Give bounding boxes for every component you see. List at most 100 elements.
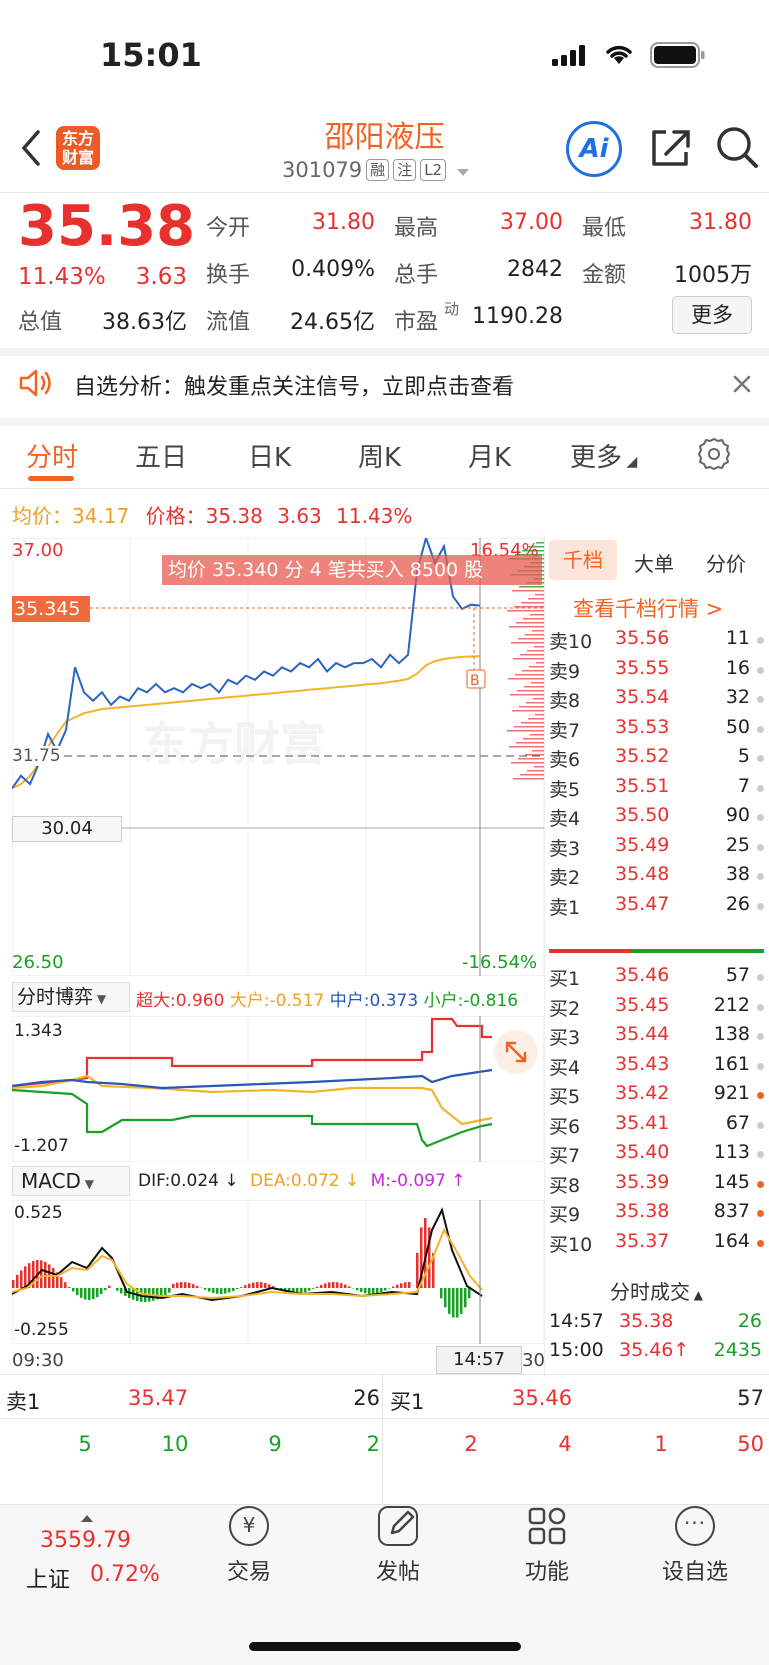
- capital-flow-selector[interactable]: 分时博弈 ▼: [12, 982, 130, 1012]
- macd-bar: [460, 1288, 463, 1314]
- ask-row[interactable]: 卖6 35.52 5: [549, 745, 764, 776]
- small-value: -0.816: [463, 991, 519, 1011]
- alert-text[interactable]: 自选分析：触发重点关注信号，立即点击查看: [74, 375, 515, 400]
- view-level-link[interactable]: 查看千档行情 >: [573, 597, 724, 621]
- bid-row[interactable]: 买1 35.46 57: [549, 964, 764, 995]
- ask-label: 卖1: [549, 896, 581, 919]
- volume-label: 总手: [394, 263, 439, 288]
- intraday-chart[interactable]: 东方财富 B: [12, 538, 544, 976]
- ai-button[interactable]: Ai: [566, 121, 622, 177]
- buy-marker[interactable]: [466, 669, 486, 689]
- tab-monthly-k[interactable]: 月K: [468, 443, 512, 473]
- ask-row[interactable]: 卖3 35.49 25: [549, 834, 764, 865]
- more-button[interactable]: 更多: [672, 296, 752, 334]
- macd-bar: [336, 1282, 339, 1288]
- stock-code-line[interactable]: 301079 融 注 L2: [282, 158, 470, 182]
- bid-row[interactable]: 买4 35.43 161: [549, 1053, 764, 1084]
- flow-y-max: 1.343: [14, 1021, 63, 1041]
- depth-bar: [530, 614, 544, 616]
- back-icon[interactable]: [18, 128, 42, 172]
- depth-bar: [535, 714, 544, 716]
- bid-split-value: 50: [737, 1432, 764, 1456]
- summary-change: 3.63: [277, 504, 322, 528]
- bid-row[interactable]: 买7 35.40 113: [549, 1141, 764, 1172]
- macd-bar: [100, 1288, 103, 1295]
- ask-row[interactable]: 卖8 35.54 32: [549, 686, 764, 717]
- bid-row[interactable]: 买6 35.41 67: [549, 1112, 764, 1143]
- depth-bar: [530, 734, 544, 736]
- depth-bar: [509, 626, 544, 628]
- ask-row[interactable]: 卖7 35.53 50: [549, 716, 764, 747]
- ticks-header[interactable]: 分时成交 ▲: [549, 1278, 764, 1306]
- bid-row[interactable]: 买3 35.44 138: [549, 1023, 764, 1054]
- nav-function[interactable]: 功能: [487, 1506, 607, 1586]
- stock-name[interactable]: 邵阳液压: [324, 120, 445, 155]
- bid-row[interactable]: 买5 35.42 921: [549, 1082, 764, 1113]
- depth-bar: [519, 586, 544, 588]
- macd-chart[interactable]: [12, 1200, 544, 1344]
- tab-daily-k[interactable]: 日K: [248, 443, 292, 473]
- macd-bar: [52, 1268, 55, 1288]
- macd-m: M:-0.097 ↑: [370, 1171, 466, 1191]
- tab-intraday[interactable]: 分时: [26, 443, 79, 473]
- ask-indicator-dot: [757, 902, 764, 910]
- bid-indicator-dot: [757, 1092, 764, 1099]
- tab-thousand-level[interactable]: 千档: [549, 540, 617, 580]
- capital-flow-legend: 超大:0.960 大户:-0.517 中户:0.373 小户:-0.816: [136, 986, 518, 1011]
- ask-volume: 90: [725, 804, 750, 826]
- macd-selector[interactable]: MACD ▼: [12, 1166, 130, 1196]
- ask-row[interactable]: 卖2 35.48 38: [549, 863, 764, 894]
- macd-selector-label: MACD: [21, 1169, 81, 1193]
- index-name: 上证: [26, 1568, 71, 1593]
- settings-icon[interactable]: [697, 437, 731, 475]
- ask-indicator-dot: [757, 843, 764, 851]
- speaker-icon: [18, 368, 54, 402]
- pe-value: 1190.28: [472, 304, 563, 329]
- tag-registered: 注: [393, 159, 417, 181]
- ask-row[interactable]: 卖10 35.56 11: [549, 627, 764, 658]
- macd-bar: [296, 1288, 299, 1294]
- status-time: 15:01: [100, 36, 202, 74]
- ask-price: 35.56: [615, 627, 670, 649]
- macd-bar: [80, 1288, 83, 1298]
- tab-big-order[interactable]: 大单: [634, 552, 674, 576]
- tab-price-split[interactable]: 分价: [706, 552, 746, 576]
- search-icon[interactable]: [714, 124, 760, 174]
- tab-more[interactable]: 更多 ◢: [570, 443, 638, 473]
- bid-row[interactable]: 买10 35.37 164: [549, 1230, 764, 1261]
- close-icon[interactable]: [732, 374, 752, 398]
- ask-label: 卖2: [549, 867, 581, 889]
- depth-bar: [507, 610, 544, 612]
- bid-indicator-dot: [757, 1151, 764, 1158]
- capital-flow-chart[interactable]: [12, 1016, 544, 1162]
- ask-row[interactable]: 卖9 35.55 16: [549, 657, 764, 688]
- tab-weekly-k[interactable]: 周K: [358, 443, 402, 473]
- nav-post[interactable]: 发帖: [338, 1506, 458, 1586]
- ask-row[interactable]: 卖5 35.51 7: [549, 775, 764, 806]
- nav-trade[interactable]: ¥ 交易: [189, 1506, 309, 1586]
- tab-five-day[interactable]: 五日: [135, 443, 188, 473]
- macd-bar: [168, 1288, 171, 1293]
- avg-label: 均价：: [12, 504, 72, 528]
- depth-bar: [520, 774, 544, 776]
- ask-price: 35.51: [615, 774, 670, 797]
- super-large-value: 0.960: [175, 991, 225, 1011]
- float-value-label: 流值: [206, 310, 251, 335]
- macd-bar: [60, 1277, 63, 1288]
- share-icon[interactable]: [648, 126, 692, 174]
- ticks-header-label: 分时成交: [609, 1280, 690, 1304]
- index-value[interactable]: 3559.79: [40, 1528, 131, 1553]
- nav-add-watchlist[interactable]: ··· 设自选: [635, 1506, 755, 1586]
- depth-bar: [529, 546, 544, 548]
- macd-bar: [356, 1288, 359, 1291]
- bid-price: 35.42: [615, 1082, 670, 1104]
- bid-row[interactable]: 买2 35.45 212: [549, 994, 764, 1025]
- ask-row[interactable]: 卖4 35.50 90: [549, 804, 764, 835]
- macd-bar: [268, 1284, 271, 1288]
- bid-row[interactable]: 买8 35.39 145: [549, 1171, 764, 1202]
- bid-row[interactable]: 买9 35.38 837: [549, 1200, 764, 1231]
- macd-bar: [44, 1261, 47, 1288]
- bid-volume: 921: [713, 1082, 750, 1104]
- expand-icon[interactable]: [494, 1030, 538, 1074]
- ask-row[interactable]: 卖1 35.47 26: [549, 893, 764, 924]
